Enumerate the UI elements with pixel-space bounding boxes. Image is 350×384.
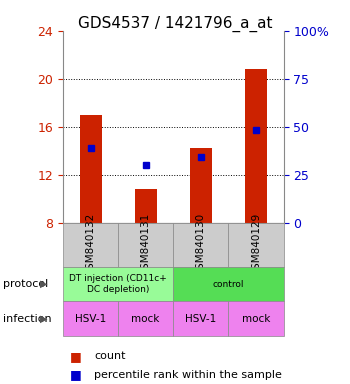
Text: mock: mock <box>242 314 270 324</box>
FancyBboxPatch shape <box>118 223 173 267</box>
Text: GSM840129: GSM840129 <box>251 213 261 276</box>
Text: ■: ■ <box>70 350 82 363</box>
FancyBboxPatch shape <box>173 267 284 301</box>
FancyBboxPatch shape <box>173 223 228 267</box>
Text: HSV-1: HSV-1 <box>75 314 106 324</box>
FancyBboxPatch shape <box>228 301 284 336</box>
Text: infection: infection <box>4 314 52 324</box>
Text: GSM840130: GSM840130 <box>196 213 206 276</box>
Text: control: control <box>213 280 244 289</box>
Bar <box>79 115 102 223</box>
Text: GDS4537 / 1421796_a_at: GDS4537 / 1421796_a_at <box>78 16 272 32</box>
Text: protocol: protocol <box>4 279 49 289</box>
Bar <box>190 148 212 223</box>
FancyBboxPatch shape <box>63 301 118 336</box>
Text: HSV-1: HSV-1 <box>185 314 216 324</box>
FancyBboxPatch shape <box>228 223 284 267</box>
Bar <box>135 189 157 223</box>
FancyBboxPatch shape <box>118 301 173 336</box>
Text: GSM840131: GSM840131 <box>141 213 151 276</box>
FancyBboxPatch shape <box>63 223 118 267</box>
Text: ▶: ▶ <box>40 314 48 324</box>
FancyBboxPatch shape <box>173 301 228 336</box>
FancyBboxPatch shape <box>63 267 173 301</box>
Text: DT injection (CD11c+
DC depletion): DT injection (CD11c+ DC depletion) <box>69 275 167 294</box>
Text: ■: ■ <box>70 368 82 381</box>
Bar <box>245 69 267 223</box>
Text: ▶: ▶ <box>40 279 48 289</box>
Text: percentile rank within the sample: percentile rank within the sample <box>94 370 282 380</box>
Text: count: count <box>94 351 126 361</box>
Text: mock: mock <box>132 314 160 324</box>
Text: GSM840132: GSM840132 <box>85 213 96 276</box>
